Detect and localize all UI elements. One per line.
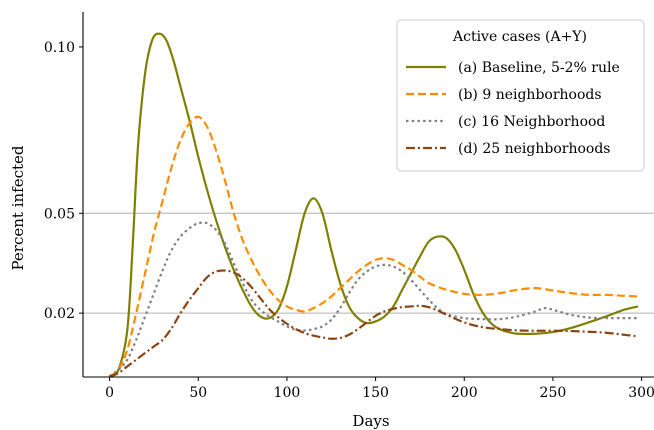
x-tick-label: 250	[540, 385, 567, 401]
series-line-b	[108, 115, 639, 378]
legend-entries: (a) Baseline, 5-2% rule (b) 9 neighborhoo…	[406, 60, 620, 157]
series-line-d	[109, 269, 639, 378]
legend-label-b: (b) 9 neighborhoods	[458, 87, 602, 103]
legend-box	[396, 19, 645, 172]
x-tick-label: 100	[274, 385, 301, 401]
legend-label-d: (d) 25 neighborhoods	[458, 141, 610, 157]
x-axis-title: Days	[352, 412, 389, 430]
x-tick-label: 200	[451, 385, 478, 401]
series-line-c	[108, 221, 639, 378]
x-tick-label: 0	[105, 385, 114, 401]
y-tick-label: 0.02	[44, 306, 75, 322]
series-lines	[108, 32, 639, 378]
x-ticks: 0 50 100 150 200 250 300	[105, 377, 654, 401]
legend-label-a: (a) Baseline, 5-2% rule	[458, 60, 620, 76]
x-tick-label: 300	[628, 385, 654, 401]
legend: Active cases (A+Y) (a) Baseline, 5-2% ru…	[396, 19, 645, 172]
y-tick-label: 0.10	[44, 40, 75, 56]
legend-label-c: (c) 16 Neighborhood	[458, 114, 605, 130]
x-tick-label: 150	[362, 385, 389, 401]
x-tick-label: 50	[189, 385, 207, 401]
legend-title: Active cases (A+Y)	[452, 29, 587, 45]
gridlines	[83, 212, 654, 314]
y-axis-title: Percent infected	[9, 145, 27, 270]
y-ticks: 0.02 0.05 0.10	[44, 40, 83, 322]
y-tick-label: 0.05	[44, 206, 75, 222]
